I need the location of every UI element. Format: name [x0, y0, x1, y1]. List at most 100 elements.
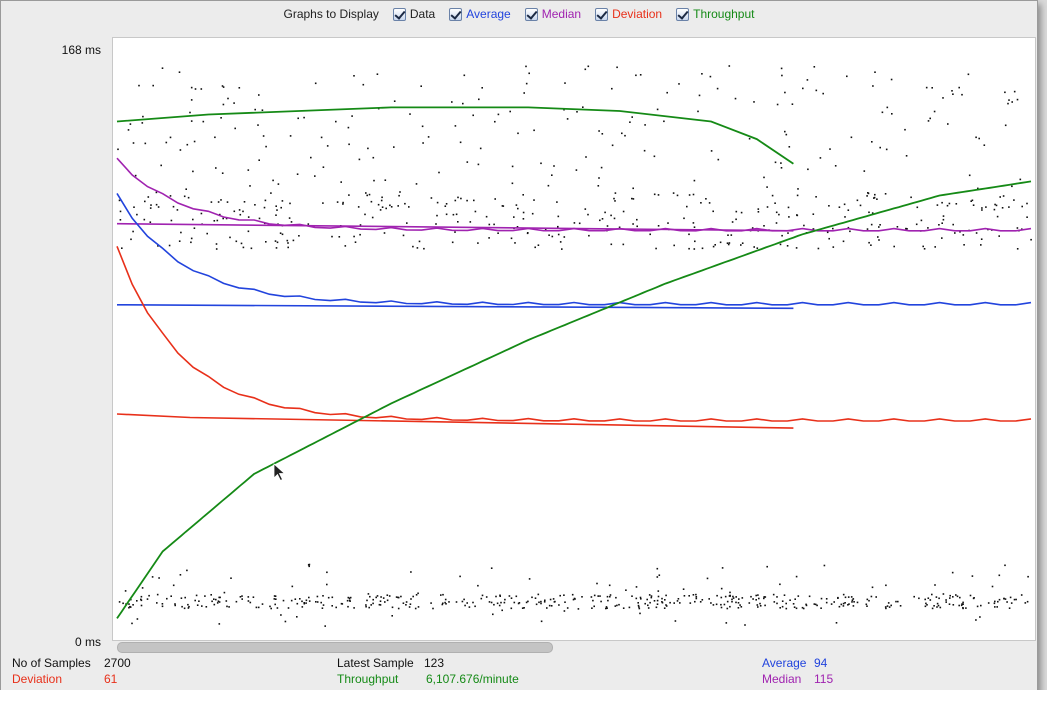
deviation-checkbox-option[interactable]: Deviation [595, 7, 662, 21]
data-point [952, 604, 955, 606]
data-point [290, 221, 293, 223]
data-point [257, 606, 260, 609]
data-point [397, 205, 399, 207]
data-point [593, 605, 595, 608]
data-point [920, 219, 923, 222]
data-point [716, 87, 719, 90]
data-point [598, 130, 600, 132]
data-point [886, 605, 889, 607]
data-point [168, 244, 171, 247]
data-point [795, 247, 798, 249]
data-point [400, 595, 402, 598]
data-point [340, 602, 343, 605]
data-point [881, 111, 884, 114]
median-line [116, 157, 1032, 232]
data-point [119, 219, 122, 221]
data-point [510, 597, 513, 599]
data-point [558, 604, 560, 606]
data-point [795, 575, 798, 578]
data-point [459, 141, 462, 144]
data-point [803, 224, 805, 227]
data-point [249, 185, 251, 187]
data-point [488, 237, 490, 239]
throughput-line [116, 180, 1032, 619]
data-point [844, 216, 846, 218]
data-point [160, 164, 162, 167]
data-point [699, 601, 702, 603]
data-point [676, 194, 679, 197]
data-point [272, 179, 274, 182]
data-point [750, 595, 752, 598]
data-point [996, 606, 998, 608]
data-point [735, 601, 737, 604]
data-point [527, 600, 529, 603]
median-checkbox-option[interactable]: Median [524, 7, 582, 21]
data-point [896, 226, 899, 228]
data-point [689, 602, 692, 604]
data-point [273, 598, 276, 600]
data-point [178, 240, 181, 242]
data-point [712, 604, 715, 606]
data-point [468, 606, 471, 608]
data-point [657, 225, 660, 227]
data-point [134, 174, 137, 177]
data-point [344, 245, 347, 247]
data-point [632, 198, 635, 200]
deviation-checkbox-icon[interactable] [595, 7, 609, 21]
data-point [320, 136, 323, 139]
data-point [412, 595, 414, 598]
data-point [656, 599, 659, 602]
throughput-checkbox-icon[interactable] [676, 7, 690, 21]
data-point [391, 615, 393, 617]
median-line-previous [116, 222, 794, 232]
average-checkbox-option[interactable]: Average [449, 7, 511, 21]
data-point [144, 200, 146, 203]
data-point [621, 132, 623, 135]
data-point [622, 210, 625, 213]
data-point [280, 206, 282, 209]
data-point [616, 66, 618, 69]
data-point [404, 202, 406, 205]
data-point [377, 203, 380, 206]
median-checkbox-icon[interactable] [524, 7, 538, 21]
data-point [284, 620, 287, 623]
data-point [755, 599, 757, 601]
data-checkbox-icon[interactable] [392, 7, 406, 21]
data-point [180, 231, 182, 234]
data-point [496, 602, 499, 605]
data-point [206, 232, 208, 235]
data-point [700, 202, 702, 204]
data-point [157, 245, 159, 247]
data-point [638, 607, 641, 610]
data-point [1008, 99, 1010, 101]
data-point [759, 602, 761, 605]
data-checkbox-option[interactable]: Data [392, 7, 435, 21]
data-point [286, 239, 289, 242]
median-checkbox-label: Median [541, 7, 582, 21]
data-point [499, 594, 501, 597]
data-point [971, 575, 974, 577]
data-point [975, 232, 978, 234]
data-point [945, 599, 947, 601]
data-point [763, 596, 765, 598]
data-point [584, 68, 587, 71]
data-point [441, 603, 444, 606]
data-point [287, 242, 289, 244]
data-point [1010, 602, 1013, 604]
data-point [729, 591, 731, 594]
data-point [828, 237, 830, 240]
data-point [276, 209, 278, 211]
data-point [440, 594, 442, 596]
data-point [609, 594, 612, 596]
data-point [916, 206, 919, 209]
data-point [657, 595, 660, 598]
data-point [658, 574, 661, 576]
data-point [141, 122, 144, 124]
data-point [936, 204, 939, 206]
average-checkbox-icon[interactable] [449, 7, 463, 21]
data-point [494, 198, 496, 200]
data-point [240, 242, 243, 245]
throughput-checkbox-option[interactable]: Throughput [676, 7, 755, 21]
data-point [534, 597, 537, 599]
horizontal-scrollbar-thumb[interactable] [117, 642, 553, 653]
